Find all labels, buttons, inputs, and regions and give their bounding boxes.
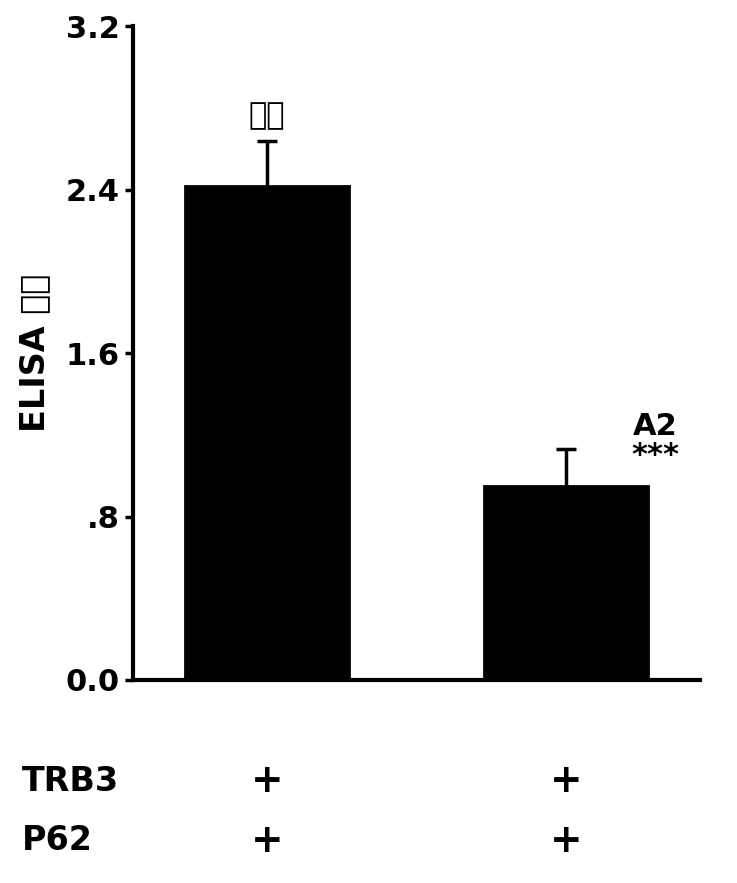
Bar (483, 486, 648, 680)
Text: A2: A2 (633, 412, 678, 441)
Text: +: + (549, 821, 582, 860)
Y-axis label: ELISA 数値: ELISA 数値 (18, 274, 52, 433)
Bar (185, 185, 349, 680)
Text: ***: *** (632, 441, 680, 470)
Text: +: + (251, 821, 284, 860)
Text: +: + (549, 762, 582, 801)
Text: TRB3: TRB3 (22, 765, 119, 798)
Text: +: + (251, 762, 284, 801)
Text: P62: P62 (22, 824, 93, 857)
Text: 对照: 对照 (249, 102, 285, 131)
